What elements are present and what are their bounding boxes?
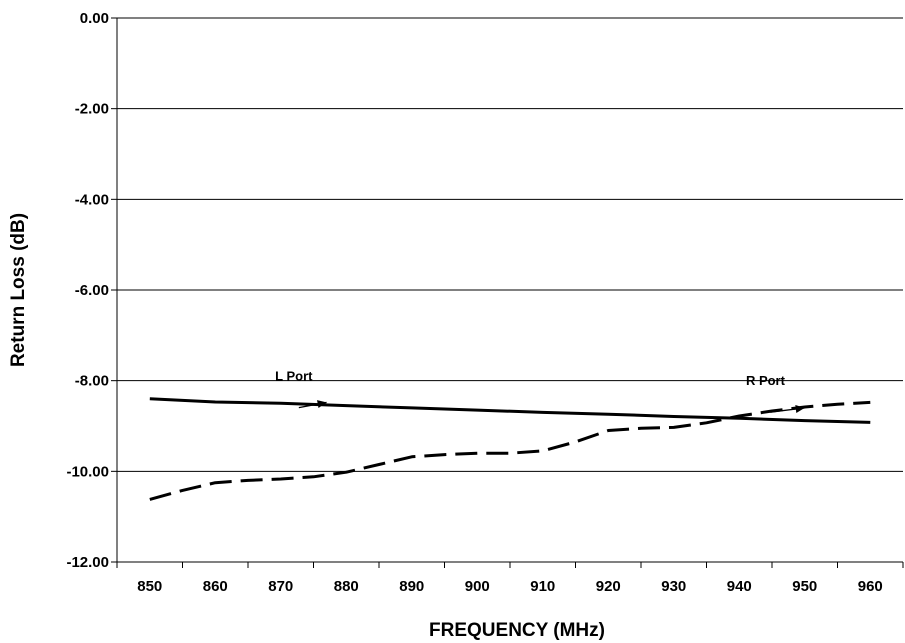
y-tick-label: -10.00 <box>66 463 109 480</box>
x-tick-label: 850 <box>137 578 162 595</box>
l-port-series-line <box>149 397 871 424</box>
y-axis-title: Return Loss (dB) <box>8 213 29 367</box>
gridlines <box>117 17 903 563</box>
x-tick-label: 920 <box>596 578 621 595</box>
x-tick-label: 960 <box>858 578 883 595</box>
y-tick-label: -4.00 <box>75 191 109 208</box>
y-tick-labels: 0.00 -2.00 -4.00 -6.00 -8.00 -10.00 -12.00 <box>66 10 109 571</box>
axes <box>111 17 904 568</box>
x-tick-label: 900 <box>465 578 490 595</box>
x-tick-label: 880 <box>334 578 359 595</box>
y-tick-label: -6.00 <box>75 282 109 299</box>
x-tick-labels: 850 860 870 880 890 900 910 920 930 940 950 960 <box>137 578 883 595</box>
x-tick-label: 860 <box>203 578 228 595</box>
annotations: L Port R Port <box>275 369 805 413</box>
x-tick-label: 930 <box>661 578 686 595</box>
r-port-series-line <box>149 400 871 501</box>
y-tick-label: 0.00 <box>80 10 109 27</box>
annotation-label: R Port <box>746 373 786 388</box>
x-tick-label: 870 <box>268 578 293 595</box>
y-tick-label: -2.00 <box>75 101 109 118</box>
x-tick-label: 950 <box>792 578 817 595</box>
x-axis-title: FREQUENCY (MHz) <box>429 620 605 641</box>
annotation-arrowhead <box>317 400 327 409</box>
annotation-arrowhead <box>795 405 805 413</box>
x-tick-label: 940 <box>727 578 752 595</box>
y-tick-label: -8.00 <box>75 373 109 390</box>
annotation-label: L Port <box>275 369 313 384</box>
x-tick-label: 890 <box>399 578 424 595</box>
y-tick-label: -12.00 <box>66 554 109 571</box>
x-tick-label: 910 <box>530 578 555 595</box>
series-lines <box>149 397 871 501</box>
